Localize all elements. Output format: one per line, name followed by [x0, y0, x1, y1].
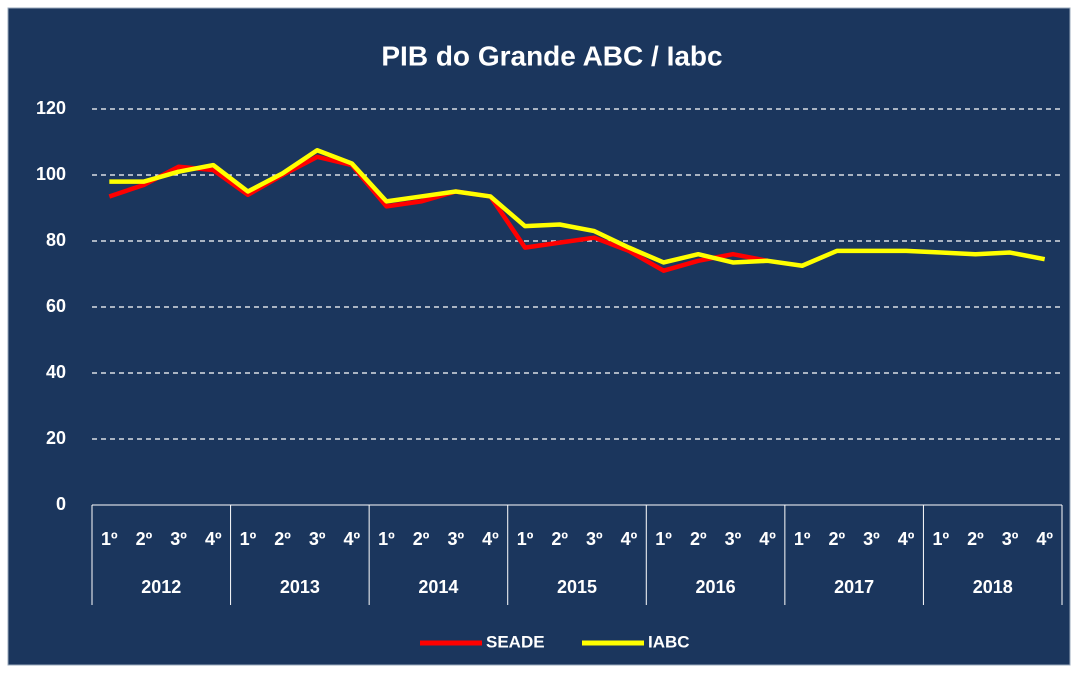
x-tick-label: 1º	[378, 529, 395, 549]
x-tick-label: 2º	[551, 529, 568, 549]
y-tick-label: 20	[46, 428, 66, 448]
x-tick-label: 3º	[447, 529, 464, 549]
x-tick-label: 3º	[725, 529, 742, 549]
x-group-label: 2017	[834, 577, 874, 597]
x-tick-label: 4º	[898, 529, 915, 549]
x-tick-label: 2º	[413, 529, 430, 549]
x-tick-label: 4º	[621, 529, 638, 549]
x-tick-label: 2º	[690, 529, 707, 549]
y-tick-label: 80	[46, 230, 66, 250]
x-tick-label: 4º	[344, 529, 361, 549]
x-group-label: 2014	[418, 577, 458, 597]
x-tick-label: 1º	[240, 529, 257, 549]
x-group-label: 2013	[280, 577, 320, 597]
series-line	[108, 154, 768, 273]
chart-background	[7, 7, 1071, 666]
x-tick-label: 1º	[932, 529, 949, 549]
y-tick-label: 120	[36, 98, 66, 118]
x-tick-label: 4º	[759, 529, 776, 549]
x-tick-label: 4º	[1036, 529, 1053, 549]
x-tick-label: 1º	[101, 529, 118, 549]
x-group-label: 2015	[557, 577, 597, 597]
y-tick-label: 60	[46, 296, 66, 316]
chart-title: PIB do Grande ABC / Iabc	[381, 40, 722, 71]
x-tick-label: 2º	[967, 529, 984, 549]
x-tick-label: 2º	[136, 529, 153, 549]
x-group-label: 2012	[141, 577, 181, 597]
legend-label: IABC	[648, 632, 690, 651]
x-group-label: 2018	[973, 577, 1013, 597]
y-tick-label: 40	[46, 362, 66, 382]
x-tick-label: 3º	[1002, 529, 1019, 549]
series-line	[109, 148, 1046, 268]
x-tick-label: 4º	[482, 529, 499, 549]
y-tick-label: 0	[56, 494, 66, 514]
x-tick-label: 1º	[794, 529, 811, 549]
x-tick-label: 1º	[655, 529, 672, 549]
x-tick-label: 2º	[829, 529, 846, 549]
x-tick-label: 4º	[205, 529, 222, 549]
x-tick-label: 1º	[517, 529, 534, 549]
x-group-label: 2016	[696, 577, 736, 597]
x-tick-label: 3º	[170, 529, 187, 549]
x-tick-label: 3º	[863, 529, 880, 549]
y-tick-label: 100	[36, 164, 66, 184]
x-tick-label: 2º	[274, 529, 291, 549]
x-tick-label: 3º	[309, 529, 326, 549]
x-tick-label: 3º	[586, 529, 603, 549]
legend-label: SEADE	[486, 632, 545, 651]
